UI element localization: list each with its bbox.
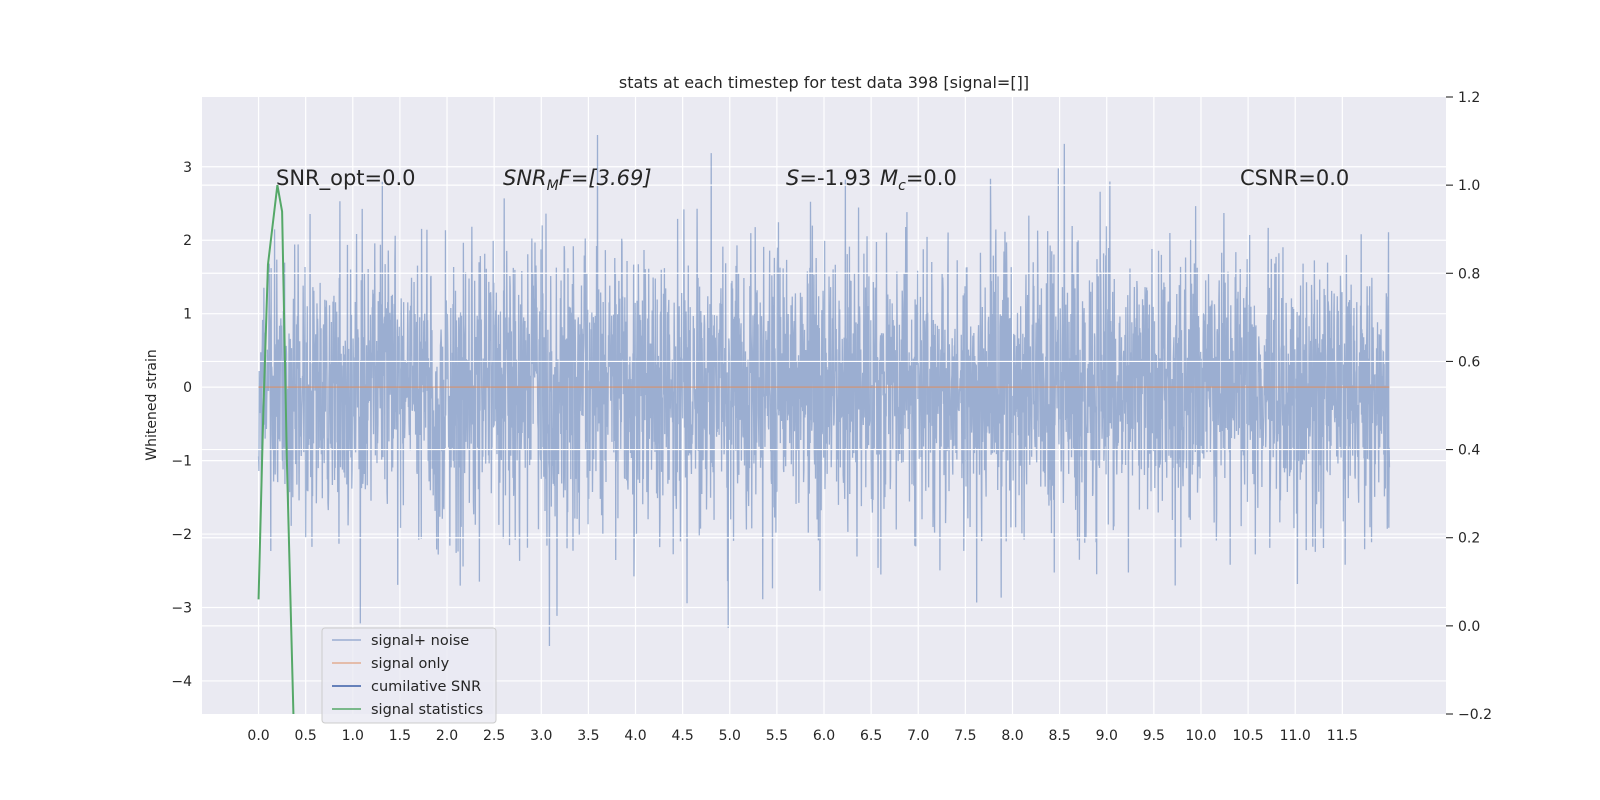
x-tick-label: 5.5 xyxy=(766,728,788,744)
y-tick-label-left: 2 xyxy=(183,233,192,249)
annotation-s: S=-1.93 xyxy=(786,166,871,190)
legend-label-signal-noise: signal+ noise xyxy=(371,633,469,649)
y-tick-label-right: 0.0 xyxy=(1458,619,1480,635)
x-tick-label: 7.0 xyxy=(907,728,929,744)
x-tick-label: 0.0 xyxy=(247,728,269,744)
y-tick-label-left: 0 xyxy=(183,380,192,396)
mc-rest: =0.0 xyxy=(906,166,957,190)
legend: signal+ noise signal only cumilative SNR… xyxy=(321,627,497,724)
annotation-mc: Mc=0.0 xyxy=(880,166,957,194)
x-tick-label: 9.5 xyxy=(1143,728,1165,744)
y-tick-label-right: 0.8 xyxy=(1458,266,1480,282)
y-tick-label-left: −1 xyxy=(171,454,192,470)
overlay-layer xyxy=(202,184,1446,715)
y-tick-label-right: 0.6 xyxy=(1458,354,1480,370)
s-rest: =-1.93 xyxy=(799,166,871,190)
legend-box xyxy=(321,627,497,724)
y-tick-label-left: −2 xyxy=(171,527,192,543)
x-tick-label: 10.5 xyxy=(1233,728,1264,744)
x-tick-label: 1.5 xyxy=(389,728,411,744)
legend-label-cumilative-snr: cumilative SNR xyxy=(371,679,481,695)
y-axis-label: Whitened strain xyxy=(144,349,160,460)
x-tick-label: 3.5 xyxy=(577,728,599,744)
x-tick-label: 6.5 xyxy=(860,728,882,744)
data-layer xyxy=(257,135,1391,647)
axis-layer: 0.0 0.5 1.0 1.5 2.0 2.5 3.0 3.5 4.0 4.5 5.0 5.5 6.0 6… xyxy=(171,90,1492,744)
x-tick-label: 2.5 xyxy=(483,728,505,744)
y-tick-label-right: 0.4 xyxy=(1458,443,1480,459)
x-tick-label: 8.5 xyxy=(1048,728,1070,744)
series-signal-noise xyxy=(257,135,1391,647)
y-tick-label-left: −3 xyxy=(171,600,192,616)
series-signal-statistics xyxy=(257,184,295,715)
x-tick-label: 3.0 xyxy=(530,728,552,744)
y-tick-label-right: 0.2 xyxy=(1458,531,1480,547)
annotation-snr-opt: SNR_opt=0.0 xyxy=(276,166,416,191)
annotation-snr-mf: SNRMF=[3.69] xyxy=(503,166,652,194)
x-tick-label: 8.0 xyxy=(1001,728,1023,744)
y-tick-label-right: 1.0 xyxy=(1458,178,1480,194)
x-tick-label: 10.0 xyxy=(1185,728,1216,744)
y-tick-label-left: 3 xyxy=(183,160,192,176)
snr-mf-sub: M xyxy=(547,178,559,194)
y-tick-label-right: −0.2 xyxy=(1458,707,1492,723)
y-tick-label-left: 1 xyxy=(183,307,192,323)
x-tick-label: 6.0 xyxy=(813,728,835,744)
y-tick-label-left: −4 xyxy=(171,674,192,690)
x-tick-label: 7.5 xyxy=(954,728,976,744)
x-tick-label: 5.0 xyxy=(719,728,741,744)
x-tick-label: 4.5 xyxy=(672,728,694,744)
y-tick-label-right: 1.2 xyxy=(1458,90,1480,106)
annotation-csnr: CSNR=0.0 xyxy=(1240,166,1349,190)
legend-label-signal-statistics: signal statistics xyxy=(371,702,483,718)
legend-label-signal-only: signal only xyxy=(371,656,450,672)
snr-mf-main: SNR xyxy=(503,166,547,190)
snr-mf-rest: F=[3.69] xyxy=(559,166,652,190)
mc-var: M xyxy=(880,166,898,190)
chart-title: stats at each timestep for test data 398… xyxy=(619,73,1029,92)
x-tick-label: 9.0 xyxy=(1096,728,1118,744)
x-tick-label: 11.5 xyxy=(1327,728,1358,744)
x-tick-label: 1.0 xyxy=(342,728,364,744)
mc-sub: c xyxy=(898,178,906,194)
x-tick-label: 11.0 xyxy=(1280,728,1311,744)
x-tick-label: 2.0 xyxy=(436,728,458,744)
x-tick-label: 4.0 xyxy=(624,728,646,744)
annotations: SNR_opt=0.0 SNRMF=[3.69] S=-1.93 Mc=0.0 … xyxy=(276,166,1349,194)
x-tick-label: 0.5 xyxy=(295,728,317,744)
s-var: S xyxy=(786,166,799,190)
